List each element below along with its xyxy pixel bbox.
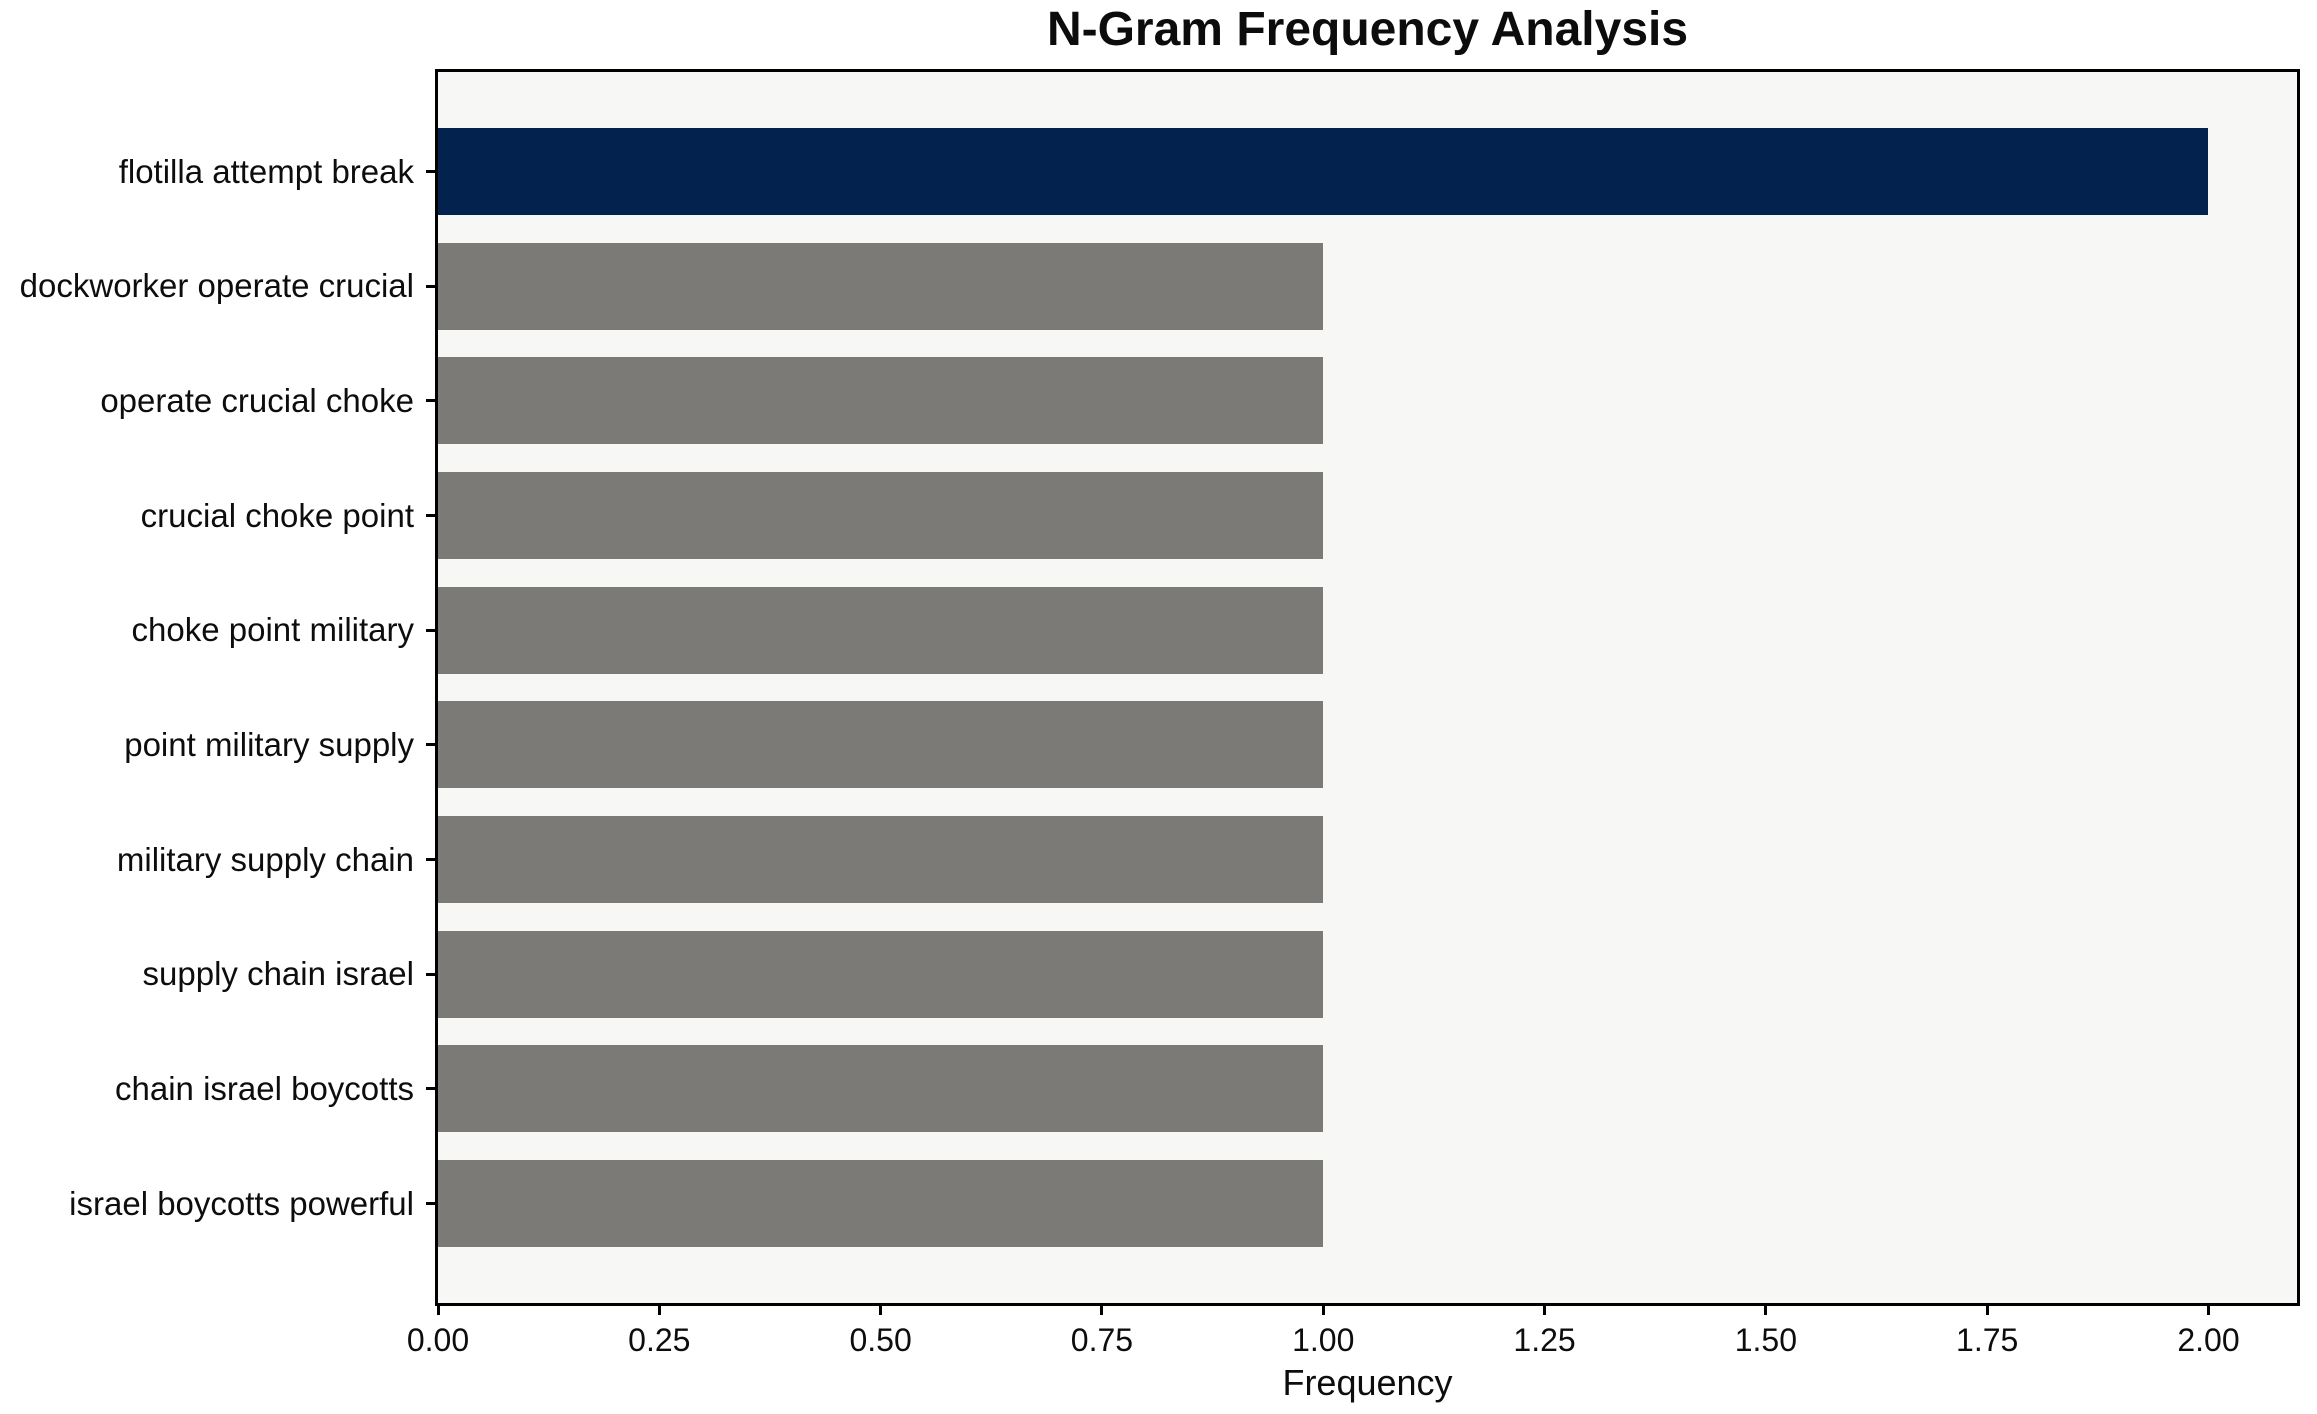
x-tick (1321, 1303, 1325, 1315)
y-tick (426, 399, 438, 403)
x-tick-label: 0.25 (628, 1322, 691, 1358)
y-tick-label: chain israel boycotts (115, 1069, 414, 1107)
y-tick-label: point military supply (124, 725, 414, 763)
bar (438, 1045, 1324, 1133)
x-tick-label: 0.00 (406, 1322, 470, 1358)
x-tick-label: 2.00 (2177, 1322, 2240, 1358)
x-tick (1543, 1303, 1547, 1315)
y-tick (426, 972, 438, 976)
y-tick (426, 1087, 438, 1091)
bar (438, 815, 1324, 903)
y-tick-label: supply chain israel (142, 955, 414, 993)
y-tick-label: crucial choke point (140, 496, 414, 534)
x-tick (1100, 1303, 1104, 1315)
y-tick (426, 284, 438, 288)
bar (438, 242, 1324, 330)
y-tick-label: military supply chain (116, 840, 414, 878)
x-tick-label: 0.75 (1070, 1322, 1134, 1358)
x-tick (1985, 1303, 1989, 1315)
y-tick (426, 628, 438, 632)
y-tick (426, 1202, 438, 1205)
bar (438, 357, 1324, 445)
bar (438, 128, 2209, 215)
x-tick (1764, 1303, 1768, 1315)
plot-area (435, 69, 2300, 1306)
bar (438, 701, 1324, 789)
chart-title: N-Gram Frequency Analysis (1046, 3, 1689, 56)
y-tick-label: flotilla attempt break (118, 152, 414, 190)
y-tick (426, 170, 438, 173)
y-tick (426, 743, 438, 747)
y-tick-label: operate crucial choke (100, 381, 414, 419)
bar (438, 586, 1324, 674)
x-tick-label: 1.50 (1734, 1322, 1797, 1358)
y-tick-label: dockworker operate crucial (19, 267, 414, 305)
x-tick (657, 1303, 661, 1315)
y-tick-label: israel boycotts powerful (69, 1184, 414, 1222)
x-tick (436, 1303, 440, 1315)
x-tick-label: 1.75 (1956, 1322, 2019, 1358)
bar (438, 930, 1324, 1018)
x-tick-label: 1.25 (1513, 1322, 1576, 1358)
y-tick (426, 514, 438, 517)
x-tick-label: 1.00 (1292, 1322, 1355, 1358)
bar-series (438, 72, 2297, 1303)
bar (438, 471, 1324, 559)
x-axis-title: Frequency (1282, 1362, 1453, 1403)
y-tick-label: choke point military (131, 611, 414, 649)
bar (438, 1159, 1324, 1247)
x-tick-label: 0.50 (849, 1322, 912, 1358)
y-tick (426, 858, 438, 861)
x-tick (2206, 1303, 2210, 1315)
x-tick (879, 1303, 883, 1315)
